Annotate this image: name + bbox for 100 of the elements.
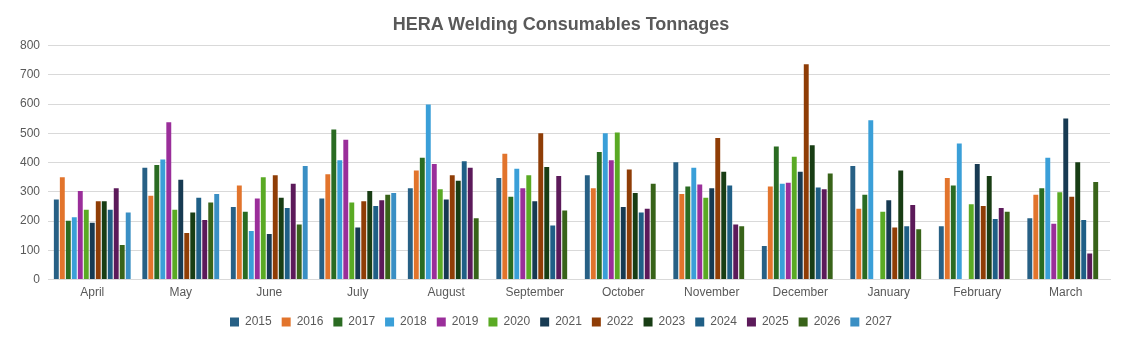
bar bbox=[385, 194, 391, 280]
bar bbox=[644, 208, 650, 280]
bar bbox=[1063, 118, 1069, 280]
bar bbox=[83, 209, 89, 280]
y-tick-label: 500 bbox=[19, 125, 41, 140]
bar bbox=[214, 193, 220, 280]
bar bbox=[59, 177, 65, 280]
bar bbox=[721, 171, 727, 280]
bar bbox=[910, 205, 916, 280]
bar bbox=[856, 208, 862, 280]
bar bbox=[968, 204, 974, 280]
bar bbox=[709, 188, 715, 280]
bar bbox=[526, 175, 532, 280]
bar bbox=[532, 201, 538, 280]
bar bbox=[596, 152, 602, 280]
bar bbox=[148, 195, 154, 280]
bar bbox=[284, 207, 290, 280]
bar bbox=[196, 197, 202, 280]
bar bbox=[101, 201, 107, 280]
x-tick-label: February bbox=[953, 285, 1002, 300]
bar bbox=[556, 176, 562, 280]
bar bbox=[413, 170, 419, 280]
bar bbox=[473, 218, 479, 280]
bar bbox=[272, 175, 278, 280]
legend-label: 2022 bbox=[606, 314, 634, 329]
x-tick-label: May bbox=[169, 285, 193, 300]
bar bbox=[260, 177, 266, 280]
bar bbox=[868, 120, 874, 280]
bar bbox=[325, 174, 331, 280]
bar bbox=[956, 143, 962, 280]
legend-label: 2015 bbox=[244, 314, 272, 329]
bar bbox=[1081, 219, 1087, 280]
bar bbox=[538, 133, 544, 280]
bar bbox=[697, 184, 703, 280]
legend-label: 2020 bbox=[503, 314, 531, 329]
bar bbox=[886, 200, 892, 280]
x-tick-label: March bbox=[1049, 285, 1083, 300]
bar bbox=[1057, 192, 1063, 280]
bar bbox=[650, 183, 656, 280]
bar bbox=[236, 185, 242, 280]
bar bbox=[791, 156, 797, 280]
x-tick-label: October bbox=[601, 285, 645, 300]
bar bbox=[785, 182, 791, 280]
bar bbox=[904, 226, 910, 280]
bar bbox=[679, 193, 685, 280]
bar bbox=[779, 183, 785, 280]
bar bbox=[602, 133, 608, 280]
bar bbox=[461, 161, 467, 280]
bar bbox=[379, 200, 385, 280]
bar bbox=[761, 245, 767, 280]
bar bbox=[892, 227, 898, 280]
bar bbox=[673, 162, 679, 280]
bar bbox=[626, 169, 632, 280]
bar bbox=[1004, 211, 1010, 280]
y-tick-label: 0 bbox=[33, 271, 41, 286]
bar bbox=[797, 171, 803, 280]
bar bbox=[361, 201, 367, 280]
bar bbox=[733, 224, 739, 280]
bar bbox=[319, 198, 325, 280]
bar bbox=[809, 145, 815, 280]
bar bbox=[431, 164, 437, 280]
x-tick-label: April bbox=[80, 285, 105, 300]
legend-label: 2026 bbox=[813, 314, 841, 329]
bar bbox=[685, 186, 691, 280]
bar bbox=[827, 173, 833, 280]
bar bbox=[95, 201, 101, 280]
chart-title: HERA Welding Consumables Tonnages bbox=[392, 13, 730, 34]
bar bbox=[278, 197, 284, 280]
bar bbox=[407, 188, 413, 280]
bar bbox=[154, 164, 160, 280]
bar bbox=[119, 245, 125, 280]
bar bbox=[1069, 196, 1075, 280]
legend-label: 2017 bbox=[348, 314, 376, 329]
bar bbox=[938, 226, 944, 280]
bar bbox=[172, 209, 178, 280]
bar bbox=[998, 207, 1004, 280]
bar bbox=[53, 199, 59, 280]
bar bbox=[65, 220, 71, 280]
bar bbox=[590, 188, 596, 280]
legend-label: 2027 bbox=[865, 314, 893, 329]
bar bbox=[1033, 194, 1039, 280]
bar bbox=[850, 166, 856, 280]
bar bbox=[349, 202, 355, 280]
bar bbox=[166, 122, 172, 280]
bar bbox=[1087, 253, 1093, 280]
bar bbox=[449, 175, 455, 280]
bar bbox=[916, 229, 922, 280]
bar bbox=[715, 138, 721, 280]
bar bbox=[803, 64, 809, 280]
bar bbox=[980, 205, 986, 280]
bar bbox=[992, 219, 998, 280]
bar bbox=[343, 139, 349, 280]
bar bbox=[691, 167, 697, 280]
y-tick-label: 100 bbox=[19, 242, 41, 257]
bar bbox=[880, 211, 886, 280]
x-tick-label: January bbox=[867, 285, 911, 300]
bar bbox=[950, 185, 956, 280]
bar bbox=[254, 198, 260, 280]
bar bbox=[455, 180, 461, 280]
bar bbox=[1051, 223, 1057, 280]
